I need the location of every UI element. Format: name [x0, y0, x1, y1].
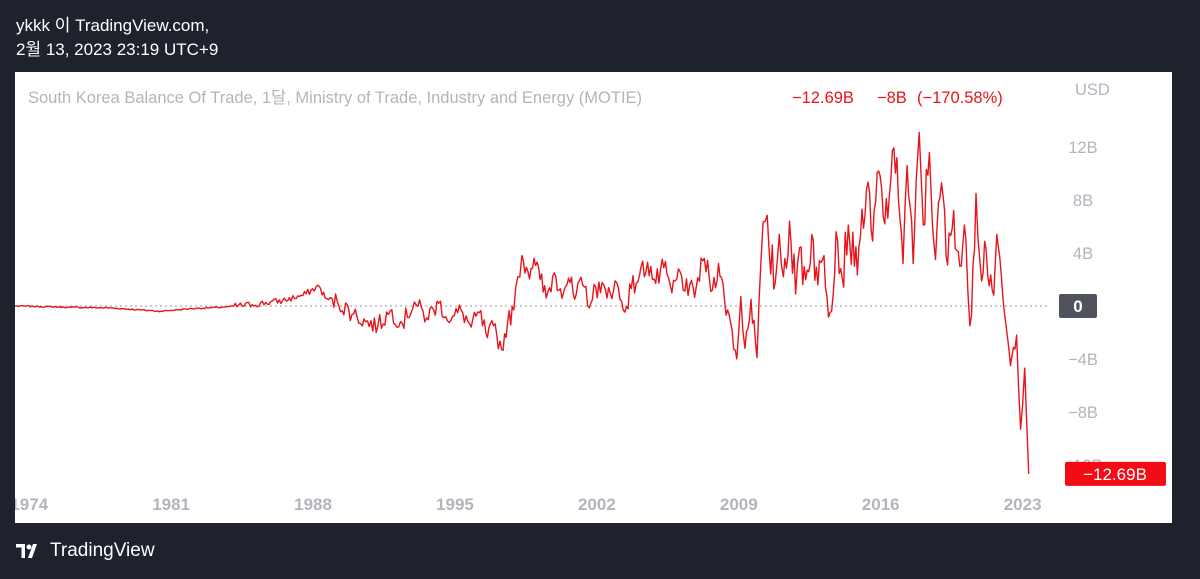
x-tick-label: 1988: [294, 495, 332, 514]
chart-header: ykkk 이 TradingView.com, 2월 13, 2023 23:1…: [16, 14, 218, 62]
currency-label: USD: [1075, 81, 1110, 99]
chart-title: South Korea Balance Of Trade, 1달, Minist…: [28, 88, 642, 107]
chart-card[interactable]: South Korea Balance Of Trade, 1달, Minist…: [15, 72, 1172, 523]
author-line: ykkk 이 TradingView.com,: [16, 16, 210, 35]
y-tick-label: 8B: [1073, 192, 1093, 210]
x-tick-label: 2009: [720, 495, 758, 514]
last-price-label-bg: [1065, 461, 1166, 486]
footer-brand: TradingView: [50, 540, 155, 561]
x-tick-label: 2016: [862, 495, 900, 514]
price-labels: 0 −12.69B: [1059, 293, 1166, 486]
y-tick-label: 12B: [1068, 139, 1097, 157]
footer: TradingView: [16, 538, 155, 564]
last-value-header: −12.69B: [792, 89, 854, 107]
zero-price-label: 0: [1073, 297, 1082, 316]
y-tick-label: −8B: [1068, 404, 1098, 422]
series-line: [15, 131, 1030, 474]
x-tick-label: 1981: [152, 495, 190, 514]
y-tick-label: −4B: [1068, 351, 1098, 369]
x-tick-label: 1995: [436, 495, 474, 514]
change-pct-header: (−170.58%): [917, 89, 1003, 107]
timestamp-line: 2월 13, 2023 23:19 UTC+9: [16, 40, 219, 59]
x-axis[interactable]: 1974 1981 1988 1995 2002 2009 2016 2023: [15, 495, 1042, 514]
y-tick-label: 4B: [1073, 245, 1093, 263]
change-value-header: −8B: [877, 89, 907, 107]
x-tick-label: 1974: [15, 495, 49, 514]
tradingview-logo-icon: [16, 544, 37, 558]
x-tick-label: 2002: [578, 495, 616, 514]
chart-svg[interactable]: South Korea Balance Of Trade, 1달, Minist…: [15, 72, 1172, 523]
last-price-label: −12.69B: [1083, 465, 1147, 484]
x-tick-label: 2023: [1004, 495, 1042, 514]
zero-price-label-bg: [1059, 293, 1097, 318]
